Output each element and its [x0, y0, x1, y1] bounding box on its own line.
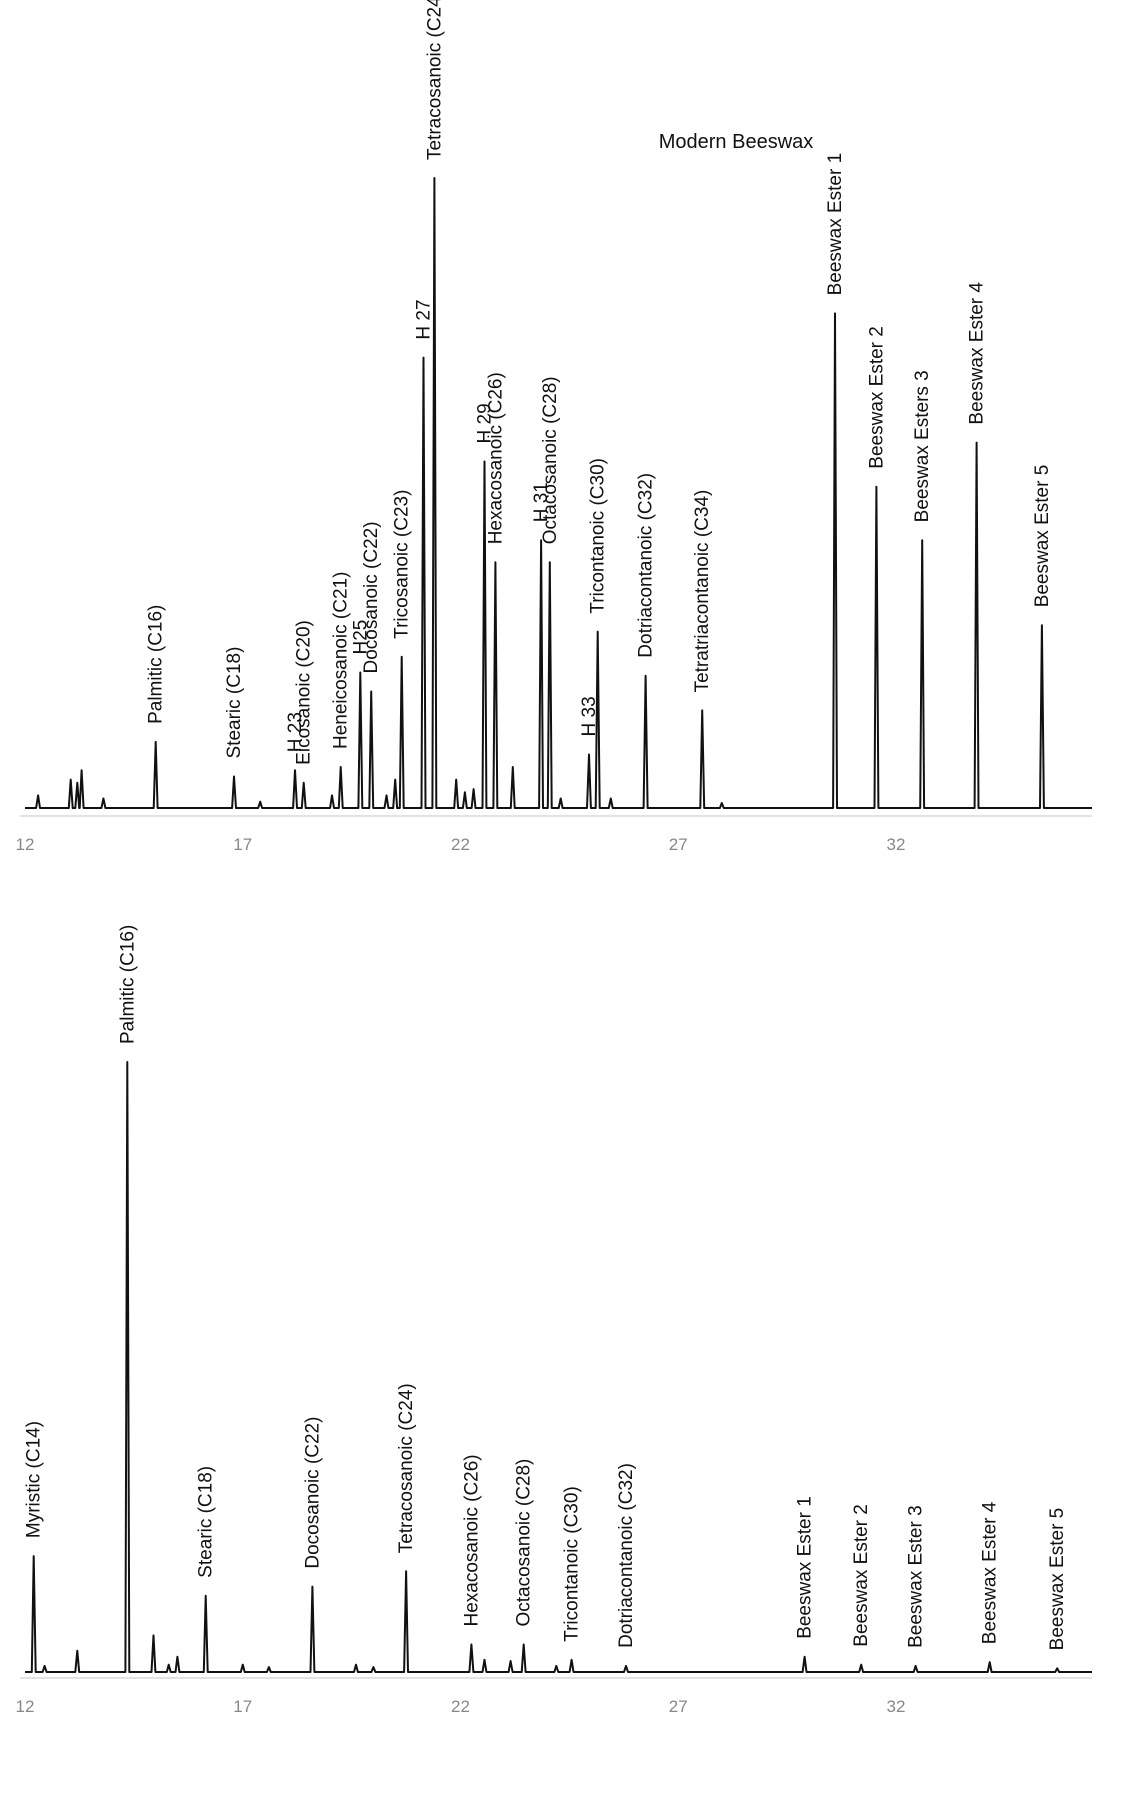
peak-label: Stearic (C18) [196, 1466, 217, 1578]
peak-label: H 31 [531, 482, 552, 522]
peak-label: Dotriacontanoic (C32) [636, 473, 657, 658]
x-tick-label: 32 [887, 835, 906, 854]
chromatogram-sample: 12 17 22 27 32 Myristic (C14) Palmitic (C16) S… [16, 925, 1092, 1716]
x-tick-labels: 12 17 22 27 32 [16, 835, 906, 854]
x-tick-label: 22 [451, 1697, 470, 1716]
peak-label: H 27 [414, 299, 435, 339]
peak-labels: Palmitic (C16) Stearic (C18) H 23Eicosanoi… [146, 0, 1053, 765]
peak-label: Myristic (C14) [24, 1421, 45, 1538]
x-tick-label: 32 [887, 1697, 906, 1716]
trace-line [25, 1061, 1092, 1673]
peak-label: Hexacosanoic (C26) [461, 1454, 482, 1626]
peak-label: Tricontanoic (C30) [562, 1486, 583, 1642]
peak-label: H 33 [579, 696, 600, 736]
peak-label: Eicosanoic (C20) [294, 620, 315, 765]
peak-label: Stearic (C18) [224, 647, 245, 759]
peak-labels: Myristic (C14) Palmitic (C16) Stearic (C18… [24, 925, 1068, 1651]
x-tick-label: 27 [669, 1697, 688, 1716]
peak-label: Tricontanoic (C30) [588, 458, 609, 614]
x-tick-label: 17 [233, 835, 252, 854]
x-tick-label: 17 [233, 1697, 252, 1716]
peak-label: Beeswax Ester 4 [967, 282, 988, 425]
chart-title: Modern Beeswax [659, 131, 814, 153]
peak-label: Docosanoic (C22) [302, 1417, 323, 1569]
trace-line [25, 177, 1092, 809]
peak-label: Dotriacontanoic (C32) [616, 1463, 637, 1648]
peak-label: Palmitic (C16) [146, 605, 167, 724]
x-tick-label: 27 [669, 835, 688, 854]
peak-label: Tetracosanoic (C24) [396, 1383, 417, 1553]
peak-label: Tetracosanoic (C24) [424, 0, 445, 160]
chromatogram-modern-beeswax: Modern Beeswax 12 17 22 27 32 Palmitic (C16)… [16, 0, 1092, 854]
peak-label: Docosanoic (C22) [361, 521, 382, 673]
peak-label: H25 [350, 620, 371, 655]
peak-label: Octacosanoic (C28) [514, 1459, 535, 1627]
peak-label: Tetratriacontanoic (C34) [692, 490, 713, 693]
x-tick-label: 22 [451, 835, 470, 854]
peak-label: Beeswax Ester 4 [980, 1501, 1001, 1644]
peak-label: Beeswax Ester 1 [825, 153, 846, 296]
peak-label: Beeswax Ester 5 [1047, 1508, 1068, 1651]
peak-label: Octacosanoic (C28) [540, 376, 561, 544]
peak-label: Beeswax Ester 5 [1032, 465, 1053, 608]
peak-label: Heneicosanoic (C21) [331, 572, 352, 749]
peak-label: Palmitic (C16) [117, 925, 138, 1044]
peak-label: Beeswax Ester 1 [795, 1496, 816, 1639]
peak-label: Beeswax Esters 3 [912, 370, 933, 522]
x-tick-labels: 12 17 22 27 32 [16, 1697, 906, 1716]
peak-label: Beeswax Ester 2 [851, 1504, 872, 1647]
peak-label: H 29 [475, 403, 496, 443]
peak-label: Hexacosanoic (C26) [485, 372, 506, 544]
peak-label: H 23 [285, 712, 306, 752]
x-tick-label: 12 [16, 835, 35, 854]
x-tick-label: 12 [16, 1697, 35, 1716]
peak-label: Beeswax Ester 2 [866, 326, 887, 469]
peak-label: Tricosanoic (C23) [392, 490, 413, 639]
peak-label: Beeswax Ester 3 [906, 1505, 927, 1648]
